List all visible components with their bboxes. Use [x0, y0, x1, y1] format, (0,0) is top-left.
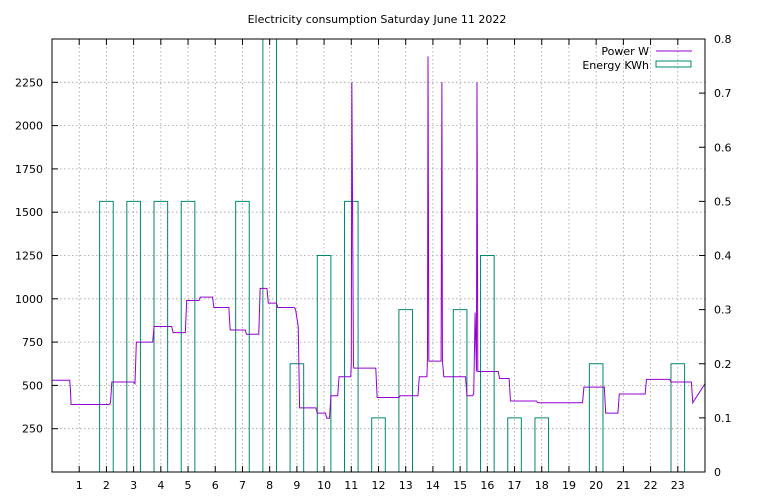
- x-tick-label: 14: [426, 479, 440, 492]
- y-tick-label: 750: [22, 336, 43, 349]
- y-tick-label: 250: [22, 423, 43, 436]
- y2-tick-label: 0: [714, 466, 721, 479]
- legend-label-power: Power W: [601, 45, 649, 58]
- x-tick-label: 4: [157, 479, 164, 492]
- x-tick-label: 3: [130, 479, 137, 492]
- x-tick-label: 7: [239, 479, 246, 492]
- x-tick-label: 21: [616, 479, 630, 492]
- x-tick-label: 1: [76, 479, 83, 492]
- legend: Power W Energy KWh: [582, 45, 692, 72]
- y2-tick-label: 0.3: [714, 304, 732, 317]
- y2-tick-label: 0.2: [714, 358, 732, 371]
- chart-title: Electricity consumption Saturday June 11…: [248, 13, 507, 26]
- x-tick-label: 11: [344, 479, 358, 492]
- plot-frame: [51, 38, 706, 473]
- x-tick-label: 22: [644, 479, 658, 492]
- x-tick-label: 6: [212, 479, 219, 492]
- y2-tick-label: 0.1: [714, 412, 732, 425]
- power-line: [52, 56, 706, 419]
- gridlines: [52, 39, 705, 472]
- x-tick-label: 10: [317, 479, 331, 492]
- y-tick-label: 1500: [15, 206, 43, 219]
- x-tick-label: 12: [372, 479, 386, 492]
- x-tick-label: 16: [480, 479, 494, 492]
- x-tick-label: 15: [453, 479, 467, 492]
- y-tick-label: 1750: [15, 163, 43, 176]
- x-tick-label: 8: [266, 479, 273, 492]
- x-tick-label: 23: [671, 479, 685, 492]
- legend-swatch-energy: [655, 60, 692, 68]
- y-tick-label: 1250: [15, 250, 43, 263]
- x-tick-label: 17: [508, 479, 522, 492]
- x-tick-label: 18: [535, 479, 549, 492]
- x-tick-label: 5: [185, 479, 192, 492]
- y2-tick-label: 0.8: [714, 33, 732, 46]
- y-tick-label: 500: [22, 379, 43, 392]
- y2-tick-label: 0.5: [714, 195, 732, 208]
- y-tick-label: 2250: [15, 76, 43, 89]
- y-tick-label: 1000: [15, 293, 43, 306]
- y2-tick-label: 0.6: [714, 141, 732, 154]
- x-tick-label: 13: [399, 479, 413, 492]
- y2-tick-label: 0.4: [714, 250, 732, 263]
- x-tick-label: 2: [103, 479, 110, 492]
- x-tick-label: 19: [562, 479, 576, 492]
- y2-tick-label: 0.7: [714, 87, 732, 100]
- power-series: [52, 56, 706, 419]
- x-tick-label: 20: [589, 479, 603, 492]
- y-tick-label: 2000: [15, 120, 43, 133]
- legend-label-energy: Energy KWh: [582, 59, 649, 72]
- axes: 1 2 3 4 5 6 7 8 9 10 11 12 13 14 15 16 17 18 19 20 21 22 23250…: [15, 33, 732, 492]
- x-tick-label: 9: [293, 479, 300, 492]
